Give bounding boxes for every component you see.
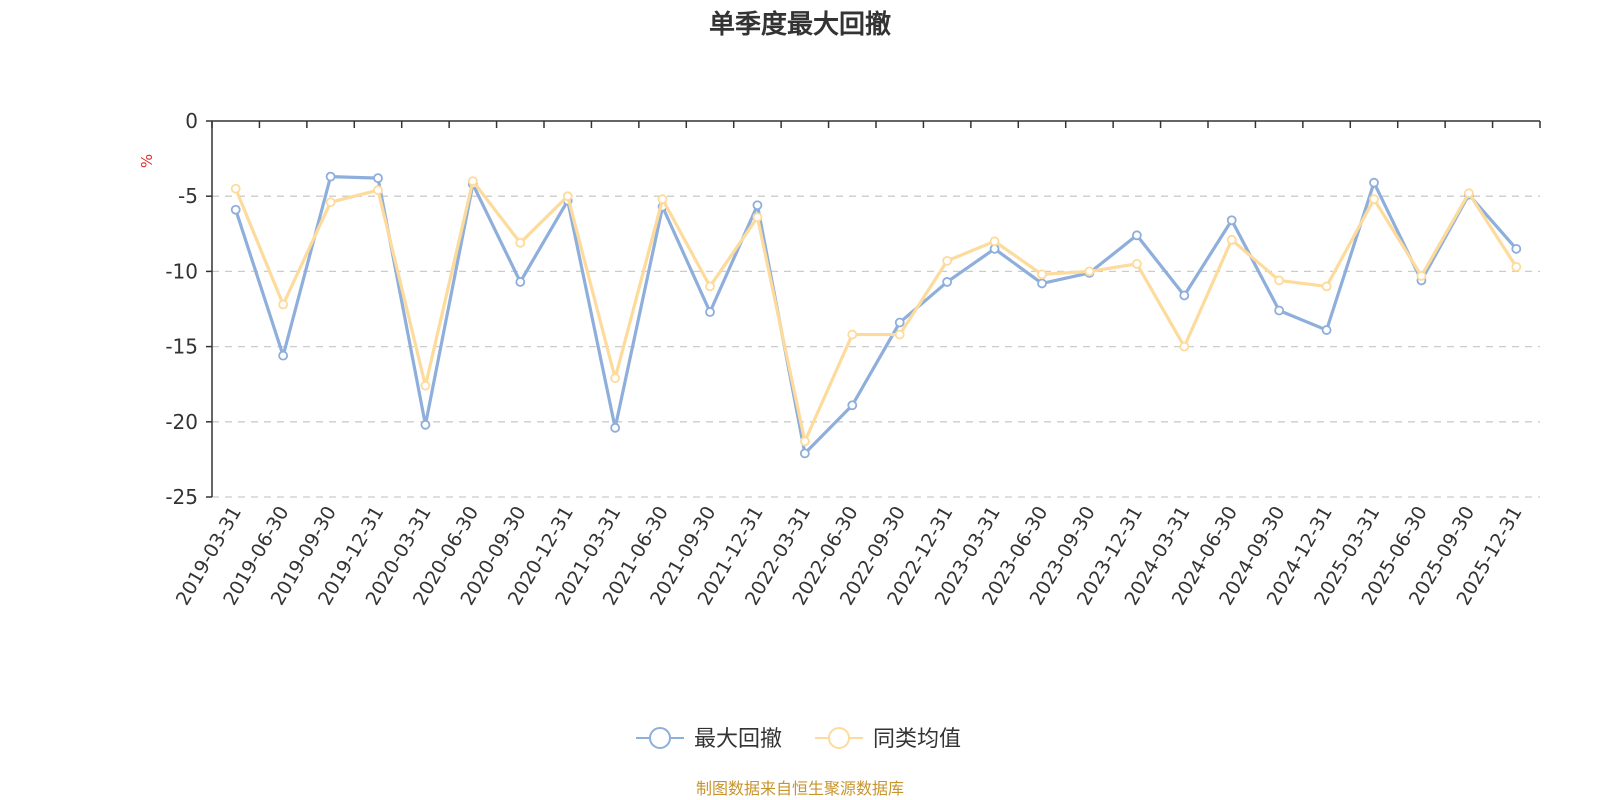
data-point[interactable] [515,237,526,248]
series-line [234,179,1518,443]
series-lines [230,171,1522,459]
data-point[interactable] [1463,188,1474,199]
data-point[interactable] [230,183,241,194]
data-point[interactable] [657,194,668,205]
data-point[interactable] [799,436,810,447]
data-source-note: 制图数据来自恒生聚源数据库 [696,779,904,798]
data-point[interactable] [1037,269,1047,280]
data-point[interactable] [610,422,621,433]
data-point[interactable] [420,419,431,430]
y-tick-label: 0 [185,109,198,133]
legend-label: 最大回撤 [694,727,782,752]
data-point[interactable] [799,448,810,459]
data-point[interactable] [1226,215,1237,226]
data-point[interactable] [942,255,953,266]
y-tick-label: -5 [178,184,198,208]
data-point[interactable] [515,277,526,287]
data-point[interactable] [942,277,953,287]
data-point[interactable] [1321,325,1332,335]
y-tick-label: -20 [165,410,198,434]
series-2 [230,176,1522,447]
data-point[interactable] [1131,258,1142,269]
legend-marker-icon [649,727,671,749]
data-point[interactable] [1369,177,1379,188]
data-point[interactable] [325,197,336,208]
data-point[interactable] [1179,290,1190,301]
data-point[interactable] [610,373,621,384]
data-point[interactable] [1321,281,1332,292]
data-point[interactable] [752,200,763,211]
data-point[interactable] [989,236,1000,247]
data-point[interactable] [1226,234,1237,245]
data-point[interactable] [1274,275,1285,286]
data-point[interactable] [1084,266,1095,277]
y-tick-label: -25 [165,485,198,509]
data-point[interactable] [1179,341,1190,352]
data-point[interactable] [1511,261,1522,272]
y-tick-label: -15 [165,335,198,359]
data-point[interactable] [373,173,383,184]
data-point[interactable] [278,350,289,361]
data-point[interactable] [894,317,905,328]
data-point[interactable] [847,329,858,340]
series-1 [230,171,1522,459]
legend-marker-icon [828,727,850,749]
data-point[interactable] [1131,230,1142,241]
data-point[interactable] [752,212,763,223]
data-point[interactable] [373,185,383,196]
legend[interactable]: 最大回撤 同类均值 [636,727,961,752]
y-axis-unit: % [138,154,156,168]
data-point[interactable] [894,329,905,340]
data-point[interactable] [325,171,336,182]
data-point[interactable] [1511,243,1522,254]
legend-item-1[interactable]: 最大回撤 [636,727,782,752]
legend-item-2[interactable]: 同类均值 [815,727,961,752]
axes [206,120,1541,498]
data-point[interactable] [1369,194,1379,205]
x-tick-labels: 2019-03-312019-06-302019-09-302019-12-31… [172,502,1527,609]
data-point[interactable] [467,176,478,187]
data-point[interactable] [420,380,431,391]
data-point[interactable] [230,204,241,215]
data-point[interactable] [562,191,573,202]
data-point[interactable] [1416,271,1427,281]
series-line [234,175,1518,455]
legend-label: 同类均值 [873,727,961,752]
data-point[interactable] [847,400,858,411]
data-point[interactable] [1274,305,1285,316]
chart-title: 单季度最大回撤 [709,9,891,40]
y-tick-labels: 0 -5 -10 -15 -20 -25 [165,109,198,509]
data-point[interactable] [1037,278,1047,289]
data-point[interactable] [705,281,715,292]
data-point[interactable] [705,307,715,317]
data-point[interactable] [278,299,289,310]
y-tick-label: -10 [165,259,198,283]
